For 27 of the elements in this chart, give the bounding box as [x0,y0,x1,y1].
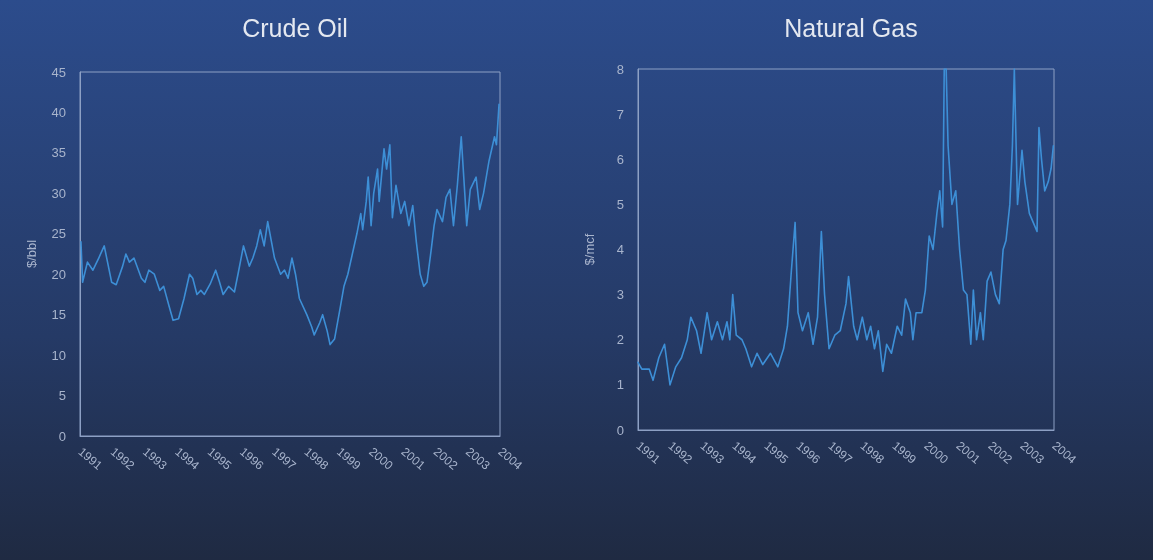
y-tick-label: 10 [51,347,66,363]
y-tick-label: 35 [51,145,66,161]
y-axis-title: $/mcf [582,233,597,266]
y-tick-label: 20 [51,266,66,282]
y-tick-label: 2 [616,332,624,348]
y-tick-label: 1 [616,377,624,393]
y-tick-label: 30 [51,185,66,201]
y-tick-label: 8 [616,61,624,77]
chart-title: Crude Oil [242,13,348,42]
y-tick-label: 6 [616,151,624,167]
y-tick-label: 25 [51,226,66,242]
y-tick-label: 3 [616,287,624,303]
y-tick-label: 40 [51,104,66,120]
y-tick-label: 0 [58,428,66,444]
y-tick-label: 7 [616,106,624,122]
y-tick-label: 15 [51,307,66,323]
y-tick-label: 0 [616,422,624,438]
chart-title: Natural Gas [784,13,918,42]
y-tick-label: 4 [616,242,624,257]
line-series [80,103,500,346]
y-axis-title: $/bbl [24,239,39,269]
y-tick-label: 5 [616,196,624,212]
y-tick-label: 5 [58,388,66,404]
line-series [637,68,1055,386]
x-tick-label: 1997 [269,444,300,473]
x-tick-label: 1997 [825,438,856,467]
y-tick-label: 45 [51,64,66,80]
